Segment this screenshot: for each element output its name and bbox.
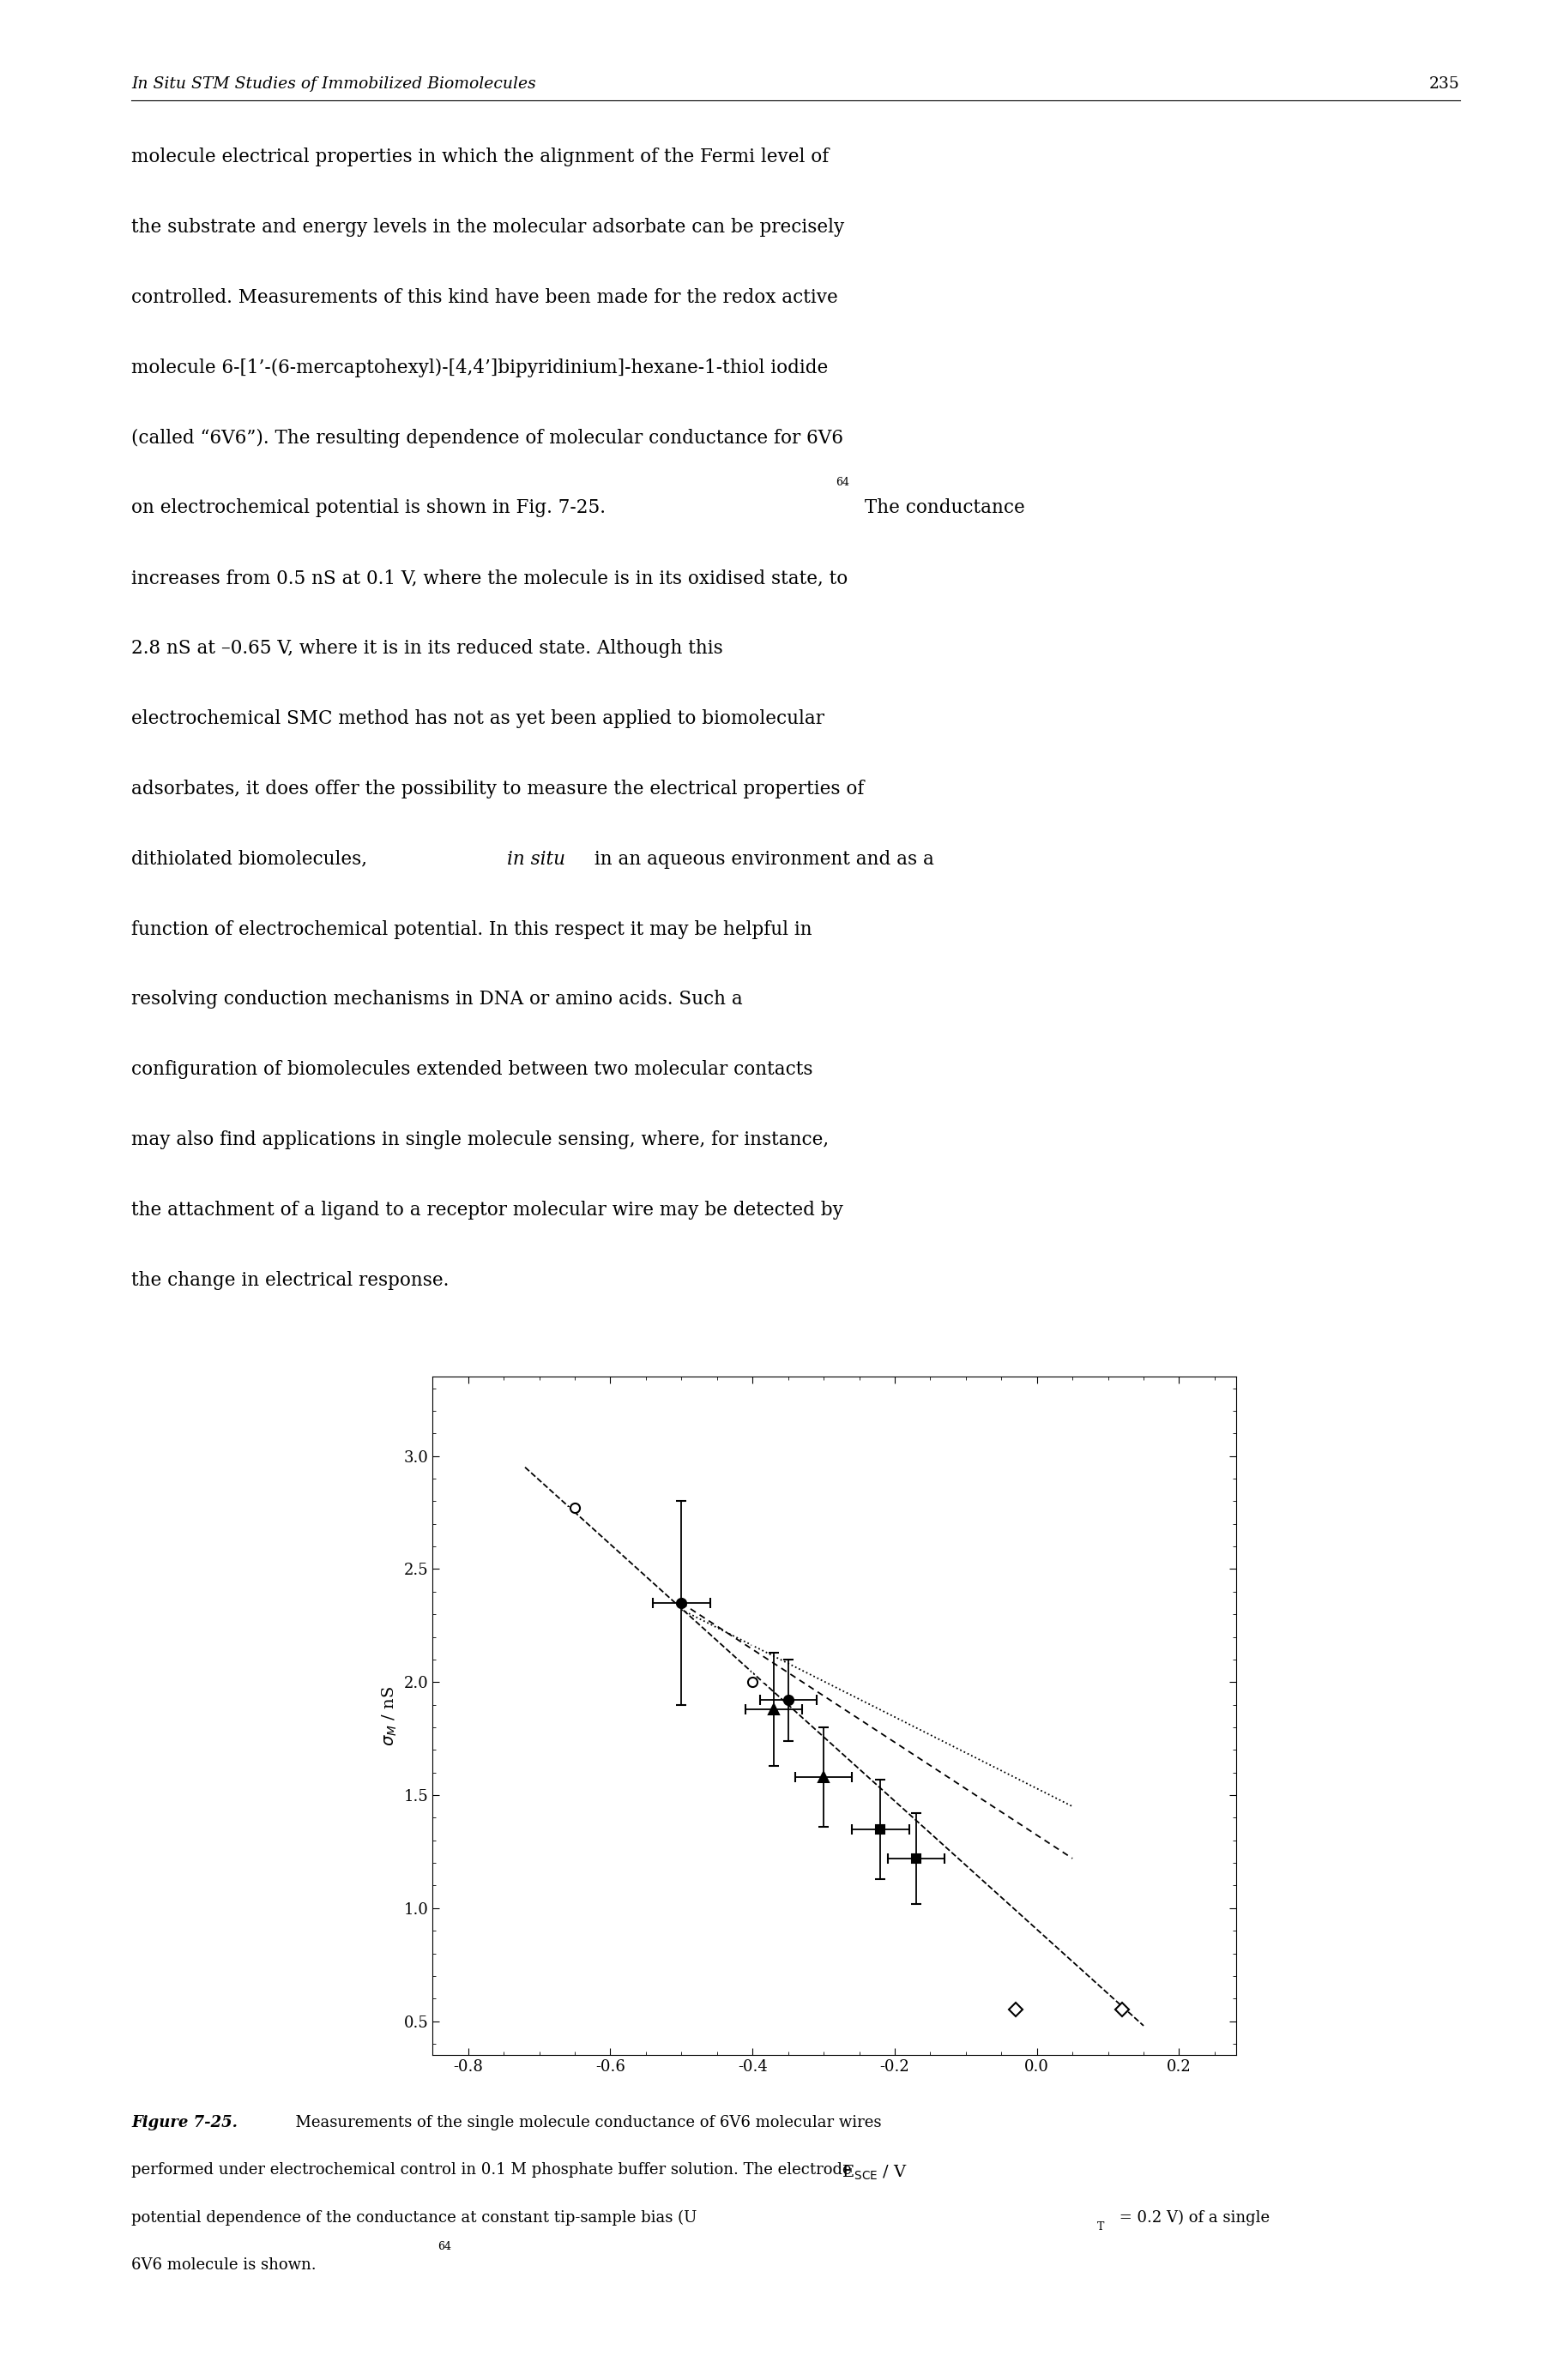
Text: performed under electrochemical control in 0.1 M phosphate buffer solution. The : performed under electrochemical control … bbox=[131, 2161, 851, 2178]
Text: T: T bbox=[1097, 2221, 1105, 2232]
Text: on electrochemical potential is shown in Fig. 7-25.: on electrochemical potential is shown in… bbox=[131, 497, 606, 516]
Text: 64: 64 bbox=[437, 2240, 451, 2251]
Text: may also find applications in single molecule sensing, where, for instance,: may also find applications in single mol… bbox=[131, 1130, 828, 1150]
Text: molecule electrical properties in which the alignment of the Fermi level of: molecule electrical properties in which … bbox=[131, 148, 830, 167]
Text: In Situ STM Studies of Immobilized Biomolecules: In Situ STM Studies of Immobilized Biomo… bbox=[131, 76, 536, 90]
Text: configuration of biomolecules extended between two molecular contacts: configuration of biomolecules extended b… bbox=[131, 1059, 813, 1078]
Text: controlled. Measurements of this kind have been made for the redox active: controlled. Measurements of this kind ha… bbox=[131, 288, 837, 307]
Text: dithiolated biomolecules,: dithiolated biomolecules, bbox=[131, 850, 374, 869]
Text: 235: 235 bbox=[1429, 76, 1460, 90]
Text: the attachment of a ligand to a receptor molecular wire may be detected by: the attachment of a ligand to a receptor… bbox=[131, 1200, 844, 1219]
Text: (called “6V6”). The resulting dependence of molecular conductance for 6V6: (called “6V6”). The resulting dependence… bbox=[131, 428, 844, 447]
Text: increases from 0.5 nS at 0.1 V, where the molecule is in its oxidised state, to: increases from 0.5 nS at 0.1 V, where th… bbox=[131, 569, 848, 588]
Text: E$_{\rm SCE}$ / V: E$_{\rm SCE}$ / V bbox=[842, 2163, 907, 2182]
Y-axis label: $\sigma_M$ / nS: $\sigma_M$ / nS bbox=[380, 1685, 399, 1747]
Text: function of electrochemical potential. In this respect it may be helpful in: function of electrochemical potential. I… bbox=[131, 919, 813, 938]
Text: adsorbates, it does offer the possibility to measure the electrical properties o: adsorbates, it does offer the possibilit… bbox=[131, 778, 864, 797]
Text: 64: 64 bbox=[836, 476, 850, 488]
Text: 6V6 molecule is shown.: 6V6 molecule is shown. bbox=[131, 2256, 317, 2273]
Text: 2.8 nS at –0.65 V, where it is in its reduced state. Although this: 2.8 nS at –0.65 V, where it is in its re… bbox=[131, 638, 723, 657]
Text: electrochemical SMC method has not as yet been applied to biomolecular: electrochemical SMC method has not as ye… bbox=[131, 709, 825, 728]
Text: Figure 7-25.: Figure 7-25. bbox=[131, 2113, 238, 2130]
Text: molecule 6-[1’-(6-mercaptohexyl)-[4,4’]bipyridinium]-hexane-1-thiol iodide: molecule 6-[1’-(6-mercaptohexyl)-[4,4’]b… bbox=[131, 357, 828, 376]
Text: = 0.2 V) of a single: = 0.2 V) of a single bbox=[1114, 2209, 1270, 2225]
Text: in situ: in situ bbox=[507, 850, 565, 869]
Text: the substrate and energy levels in the molecular adsorbate can be precisely: the substrate and energy levels in the m… bbox=[131, 217, 845, 236]
Text: resolving conduction mechanisms in DNA or amino acids. Such a: resolving conduction mechanisms in DNA o… bbox=[131, 990, 743, 1009]
Text: the change in electrical response.: the change in electrical response. bbox=[131, 1271, 450, 1290]
Text: The conductance: The conductance bbox=[859, 497, 1026, 516]
Text: in an aqueous environment and as a: in an aqueous environment and as a bbox=[589, 850, 935, 869]
Text: Measurements of the single molecule conductance of 6V6 molecular wires: Measurements of the single molecule cond… bbox=[286, 2113, 882, 2130]
Text: potential dependence of the conductance at constant tip-sample bias (U: potential dependence of the conductance … bbox=[131, 2209, 697, 2225]
